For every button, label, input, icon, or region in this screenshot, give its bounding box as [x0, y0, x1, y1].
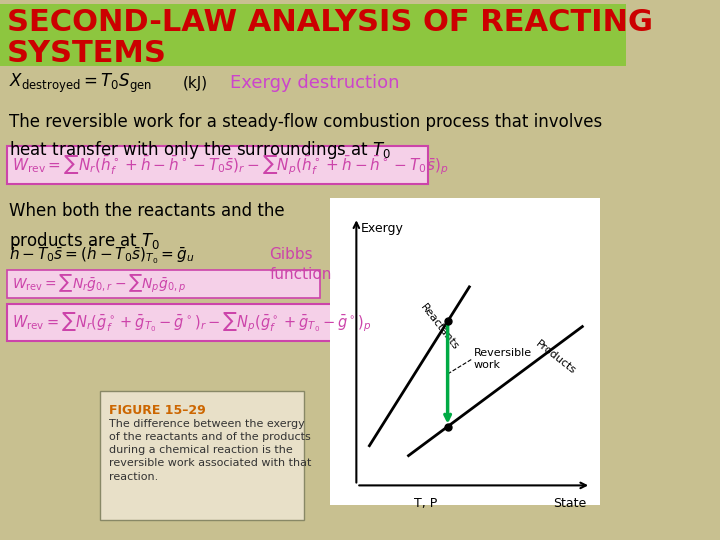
Text: Exergy: Exergy — [361, 222, 404, 235]
Bar — [330, 198, 600, 505]
Text: SECOND-LAW ANALYSIS OF REACTING
SYSTEMS: SECOND-LAW ANALYSIS OF REACTING SYSTEMS — [7, 8, 653, 68]
Text: Reversible
work: Reversible work — [474, 348, 532, 370]
Bar — [7, 270, 320, 298]
Bar — [7, 146, 428, 184]
Text: $W_\mathrm{rev} = \sum N_r(\bar{g}_f^\circ + \bar{g}_{T_0} - \bar{g}^\circ)_r - : $W_\mathrm{rev} = \sum N_r(\bar{g}_f^\ci… — [12, 311, 372, 334]
Bar — [100, 391, 305, 520]
Text: $X_\mathrm{destroyed} = T_0 S_\mathrm{gen}$: $X_\mathrm{destroyed} = T_0 S_\mathrm{ge… — [9, 72, 152, 95]
Bar — [0, 4, 626, 65]
Text: The difference between the exergy
of the reactants and of the products
during a : The difference between the exergy of the… — [109, 419, 311, 482]
Text: $\bar{h} - T_0\bar{s} = (\bar{h} - T_0\bar{s})_{T_0} = \bar{g}_u$: $\bar{h} - T_0\bar{s} = (\bar{h} - T_0\b… — [9, 242, 194, 266]
Text: (kJ): (kJ) — [183, 76, 207, 91]
Text: FIGURE 15–29: FIGURE 15–29 — [109, 404, 205, 417]
Text: Reactants: Reactants — [418, 302, 461, 352]
Text: $W_\mathrm{rev} = \sum N_r(\bar{h}_f^\circ + \bar{h} - \bar{h}^\circ - T_0\bar{s: $W_\mathrm{rev} = \sum N_r(\bar{h}_f^\ci… — [12, 153, 449, 177]
Text: T, P: T, P — [414, 497, 438, 510]
Text: State: State — [554, 497, 587, 510]
Text: $W_\mathrm{rev} = \sum N_r \bar{g}_{0,r} - \sum N_p \bar{g}_{0,p}$: $W_\mathrm{rev} = \sum N_r \bar{g}_{0,r}… — [12, 273, 186, 295]
Text: Exergy destruction: Exergy destruction — [230, 75, 400, 92]
Text: The reversible work for a steady-flow combustion process that involves
heat tran: The reversible work for a steady-flow co… — [9, 113, 602, 161]
Text: Products: Products — [534, 339, 578, 376]
Bar — [7, 303, 428, 341]
Text: Gibbs
function: Gibbs function — [269, 247, 332, 282]
Text: When both the reactants and the
products are at $T_0$: When both the reactants and the products… — [9, 202, 284, 252]
